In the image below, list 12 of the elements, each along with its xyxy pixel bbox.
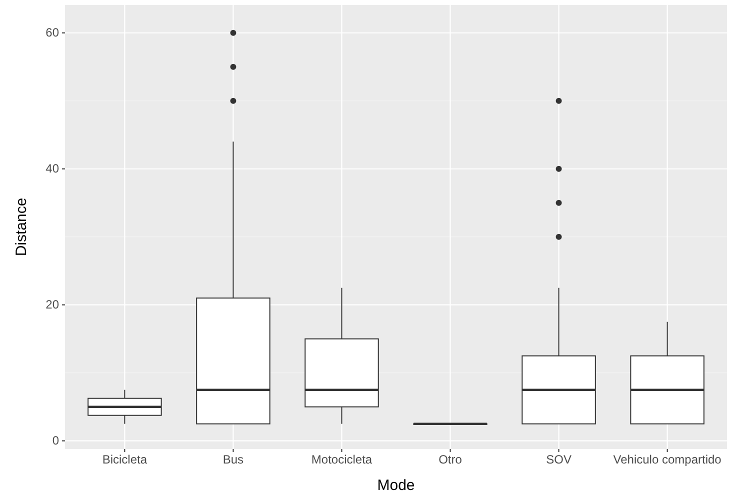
x-tick-label: SOV [546,452,572,467]
x-axis-title: Mode [377,477,415,494]
y-tick-label: 20 [46,298,60,312]
x-tick-label: Motocicleta [311,452,372,467]
y-tick-label: 40 [46,162,60,176]
y-axis-title: Distance [13,198,30,256]
x-tick-label: Otro [438,452,462,467]
x-tick-label: Bus [222,452,244,467]
y-tick-label: 0 [52,434,60,448]
y-tick-label: 60 [46,26,60,40]
x-tick-label: Vehiculo compartido [613,452,722,467]
x-tick-label: Bicicleta [102,452,148,467]
